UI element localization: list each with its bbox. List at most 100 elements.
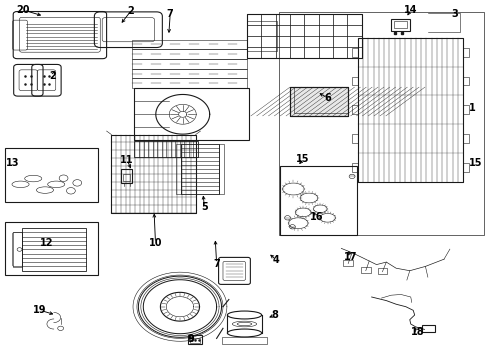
Bar [246, 47, 261, 58]
Text: 1: 1 [468, 103, 474, 113]
Bar [289, 25, 304, 36]
Bar [246, 21, 276, 51]
Text: 4: 4 [272, 255, 279, 265]
Bar [132, 49, 246, 59]
Bar [347, 14, 361, 25]
Bar [13, 232, 22, 267]
Bar [132, 59, 246, 69]
Bar [188, 335, 202, 344]
Bar [347, 47, 361, 58]
Bar [332, 47, 347, 58]
Bar [360, 267, 370, 273]
Bar [357, 38, 462, 182]
Bar [5, 148, 98, 202]
Text: 18: 18 [410, 327, 424, 337]
Bar [318, 25, 332, 36]
Bar [181, 144, 219, 194]
Text: 9: 9 [187, 334, 194, 344]
Bar [246, 36, 261, 47]
Text: 20: 20 [17, 5, 30, 15]
Bar [377, 268, 386, 274]
Text: 2: 2 [127, 6, 134, 16]
Text: 10: 10 [148, 238, 162, 248]
Bar [289, 36, 304, 47]
Bar [393, 21, 406, 28]
Bar [261, 36, 275, 47]
Bar [343, 260, 352, 266]
Bar [318, 47, 332, 58]
Text: 17: 17 [344, 252, 357, 262]
Bar [246, 14, 361, 58]
Bar [304, 47, 318, 58]
Bar [462, 77, 468, 85]
Bar [261, 25, 275, 36]
Bar [22, 228, 85, 271]
Text: 8: 8 [271, 310, 278, 320]
Bar [5, 222, 98, 275]
Bar [357, 38, 462, 182]
Bar [347, 25, 361, 36]
Bar [278, 12, 483, 235]
Bar [462, 48, 468, 57]
Bar [332, 14, 347, 25]
Bar [304, 25, 318, 36]
Bar [246, 14, 261, 25]
Bar [275, 25, 289, 36]
Bar [351, 77, 357, 85]
Bar [390, 19, 409, 31]
Bar [462, 134, 468, 143]
Bar [351, 48, 357, 57]
Bar [134, 141, 197, 157]
Bar [347, 36, 361, 47]
Bar [275, 36, 289, 47]
Bar [123, 174, 130, 181]
Bar [293, 87, 347, 113]
Bar [332, 36, 347, 47]
Bar [219, 144, 224, 194]
Text: 19: 19 [33, 305, 47, 315]
Text: 11: 11 [120, 155, 134, 165]
Bar [289, 87, 347, 116]
Text: 3: 3 [450, 9, 457, 19]
Bar [421, 325, 434, 332]
Bar [261, 47, 275, 58]
Bar [304, 36, 318, 47]
Bar [462, 105, 468, 114]
Bar [222, 337, 266, 344]
Text: 7: 7 [213, 258, 220, 269]
Text: 14: 14 [403, 5, 417, 15]
Bar [318, 36, 332, 47]
Bar [462, 163, 468, 172]
Bar [111, 135, 195, 213]
Bar [304, 14, 318, 25]
Text: 7: 7 [166, 9, 173, 19]
Bar [289, 87, 347, 116]
Bar [351, 105, 357, 114]
Bar [289, 47, 304, 58]
Bar [351, 134, 357, 143]
Text: 6: 6 [324, 93, 330, 103]
Bar [121, 169, 132, 183]
Bar [111, 135, 195, 213]
Bar [176, 144, 181, 194]
Bar [351, 163, 357, 172]
Bar [261, 14, 275, 25]
Bar [132, 40, 246, 49]
Bar [332, 25, 347, 36]
Bar [134, 88, 249, 140]
Text: 16: 16 [309, 212, 323, 222]
Bar [275, 47, 289, 58]
Bar [189, 338, 200, 343]
Bar [289, 14, 304, 25]
Bar [132, 69, 246, 78]
Text: 5: 5 [201, 202, 207, 212]
Text: 2: 2 [49, 71, 56, 81]
Bar [275, 14, 289, 25]
Text: 13: 13 [5, 158, 19, 168]
Bar [132, 78, 246, 88]
Text: 15: 15 [468, 158, 481, 168]
Text: 15: 15 [296, 154, 309, 165]
Bar [280, 166, 356, 235]
Text: 12: 12 [40, 238, 53, 248]
Bar [318, 14, 332, 25]
